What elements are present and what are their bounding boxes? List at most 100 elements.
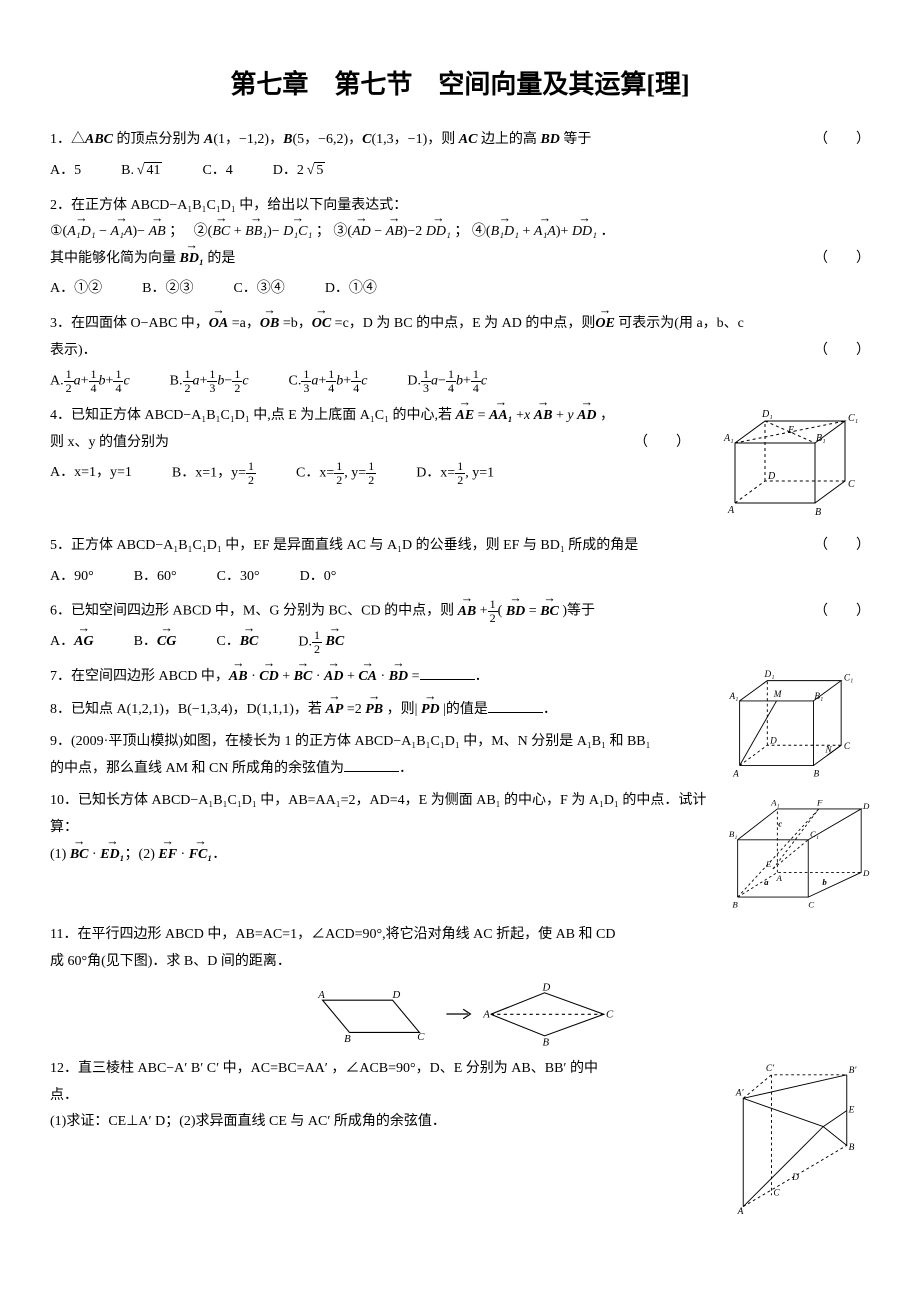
cuboid-figure: B C D B₁ C₁ D₁ A₁ F E a b c A (720, 788, 870, 918)
question-12: AB A′B′ C′C DE 12．直三棱柱 ABC−A′ B′ C′ 中，AC… (50, 1056, 870, 1220)
svg-text:M: M (773, 689, 783, 699)
svg-text:A: A (317, 989, 325, 1001)
svg-text:C: C (417, 1031, 425, 1043)
svg-text:D₁: D₁ (862, 801, 870, 811)
svg-text:F: F (816, 798, 823, 808)
answer-paren: （ ） (614, 430, 690, 457)
svg-text:C: C (808, 900, 814, 910)
q5-stem: 5．正方体 ABCD−A₁B₁C₁D₁ 中，EF 是异面直线 AC 与 A₁D … (50, 533, 638, 560)
answer-paren: （ ） (794, 533, 870, 560)
prism-figure: A B A′ B′ C′ C D E (720, 1056, 870, 1216)
q3-opt-d: D.13a−14b+14c (407, 368, 487, 395)
cube-figure-2: A B C D A₁ B₁ C₁ D₁ M N (720, 664, 870, 784)
svg-text:E: E (848, 1106, 855, 1116)
q2-options: A．①② B．②③ C．③④ D．①④ (50, 276, 870, 303)
svg-text:B: B (849, 1143, 855, 1153)
q2-opt-a: A．①② (50, 276, 102, 303)
svg-text:C: C (848, 479, 855, 490)
svg-text:A: A (732, 769, 739, 779)
svg-text:b: b (822, 877, 827, 887)
svg-text:D: D (767, 471, 776, 482)
svg-text:B′: B′ (849, 1066, 858, 1076)
svg-text:A₁: A₁ (728, 691, 738, 701)
svg-text:D: D (791, 1173, 799, 1183)
svg-text:E: E (787, 425, 794, 436)
q1-opt-c: C．4 (202, 158, 232, 185)
q4-options: A．x=1，y=1 B．x=1，y=12 C．x=12, y=12 D．x=12… (50, 460, 690, 487)
svg-text:A₁: A₁ (770, 798, 779, 808)
q6-opt-a: A．AG (50, 629, 94, 656)
blank-7 (420, 666, 475, 680)
question-11: 11．在平行四边形 ABCD 中，AB=AC=1，∠ACD=90°,将它沿对角线… (50, 922, 870, 1046)
question-10: BC D B₁C₁ D₁A₁ FE a b c A 10．已知长方体 ABCD−… (50, 788, 870, 868)
svg-text:a: a (764, 877, 769, 887)
svg-text:B: B (732, 900, 738, 910)
svg-text:D: D (862, 868, 870, 878)
svg-text:B: B (542, 1036, 549, 1046)
q4-opt-c: C．x=12, y=12 (296, 460, 376, 487)
svg-text:C₁: C₁ (848, 413, 858, 424)
question-2: 2．在正方体 ABCD−A₁B₁C₁D₁ 中，给出以下向量表达式： ①(A₁D₁… (50, 193, 870, 303)
page-title: 第七章 第七节 空间向量及其运算[理] (50, 60, 870, 109)
svg-text:A: A (775, 874, 782, 884)
svg-text:C₁: C₁ (810, 830, 819, 840)
svg-text:D₁: D₁ (764, 669, 775, 679)
q3-opt-b: B.12a+13b−12c (170, 368, 249, 395)
q2-opt-b: B．②③ (142, 276, 193, 303)
question-1: 1．△ABC 的顶点分别为 A(1，−1,2)，B(5，−6,2)，C(1,3，… (50, 127, 870, 184)
q6-opt-b: B．CG (134, 629, 177, 656)
svg-text:C₁: C₁ (844, 673, 853, 683)
q5-opt-b: B．60° (134, 564, 177, 591)
svg-text:D₁: D₁ (761, 409, 773, 420)
q4-opt-b: B．x=1，y=12 (172, 460, 256, 487)
q3-opt-c: C.13a+14b+14c (289, 368, 368, 395)
q3-opt-a: A.12a+14b+14c (50, 368, 130, 395)
q4-opt-d: D．x=12, y=1 (416, 460, 494, 487)
q5-opt-c: C．30° (217, 564, 260, 591)
answer-paren: （ ） (794, 127, 870, 154)
svg-text:A: A (737, 1207, 744, 1216)
q1-options: A．5 B.41 C．4 D．25 (50, 158, 870, 185)
q5-opt-d: D．0° (300, 564, 337, 591)
svg-text:C: C (844, 741, 851, 751)
question-5: 5．正方体 ABCD−A₁B₁C₁D₁ 中，EF 是异面直线 AC 与 A₁D … (50, 533, 870, 590)
q1-opt-a: A．5 (50, 158, 81, 185)
question-6: 6．已知空间四边形 ABCD 中，M、G 分别为 BC、CD 的中点，则 AB … (50, 598, 870, 656)
cube-figure-1: A B C D A₁ B₁ C₁ D₁ E (720, 403, 870, 523)
svg-text:E: E (765, 860, 772, 870)
lbl-abc: ABC (85, 132, 113, 147)
svg-text:D: D (541, 982, 550, 994)
q6-options: A．AG B．CG C．BC D.12 BC (50, 629, 870, 656)
svg-text:C′: C′ (766, 1064, 775, 1074)
svg-text:B: B (815, 507, 821, 518)
svg-text:B: B (813, 769, 819, 779)
svg-text:C: C (773, 1189, 780, 1199)
fold-figure: A D B C A D C B (50, 982, 870, 1047)
q4-opt-a: A．x=1，y=1 (50, 460, 132, 487)
blank-8 (488, 699, 543, 713)
q1-opt-d: D．25 (273, 158, 326, 185)
answer-paren: （ ） (794, 338, 870, 365)
question-4: AB CD A₁B₁ C₁D₁ E 4．已知正方体 ABCD−A₁B₁C₁D₁ … (50, 403, 870, 527)
svg-text:C: C (605, 1008, 613, 1020)
q1-opt-b: B.41 (121, 158, 162, 185)
svg-text:A: A (482, 1008, 490, 1020)
answer-paren: （ ） (794, 246, 870, 273)
svg-text:D: D (391, 989, 400, 1001)
blank-9 (344, 758, 399, 772)
svg-text:B₁: B₁ (729, 830, 737, 840)
q2-stem: 2．在正方体 ABCD−A₁B₁C₁D₁ 中，给出以下向量表达式： (50, 193, 870, 220)
q2-opt-d: D．①④ (325, 276, 377, 303)
svg-text:c: c (778, 819, 782, 829)
q5-opt-a: A．90° (50, 564, 94, 591)
svg-text:B₁: B₁ (814, 691, 823, 701)
svg-text:A: A (727, 505, 735, 516)
question-3: 3．在四面体 O−ABC 中，OA =a，OB =b，OC =c，D 为 BC … (50, 311, 870, 395)
svg-text:B₁: B₁ (816, 433, 826, 444)
answer-paren: （ ） (794, 599, 870, 626)
svg-text:A₁: A₁ (723, 433, 734, 444)
svg-text:N: N (824, 745, 832, 755)
svg-text:A′: A′ (735, 1089, 745, 1099)
svg-text:B: B (344, 1033, 351, 1043)
svg-text:D: D (769, 735, 777, 745)
